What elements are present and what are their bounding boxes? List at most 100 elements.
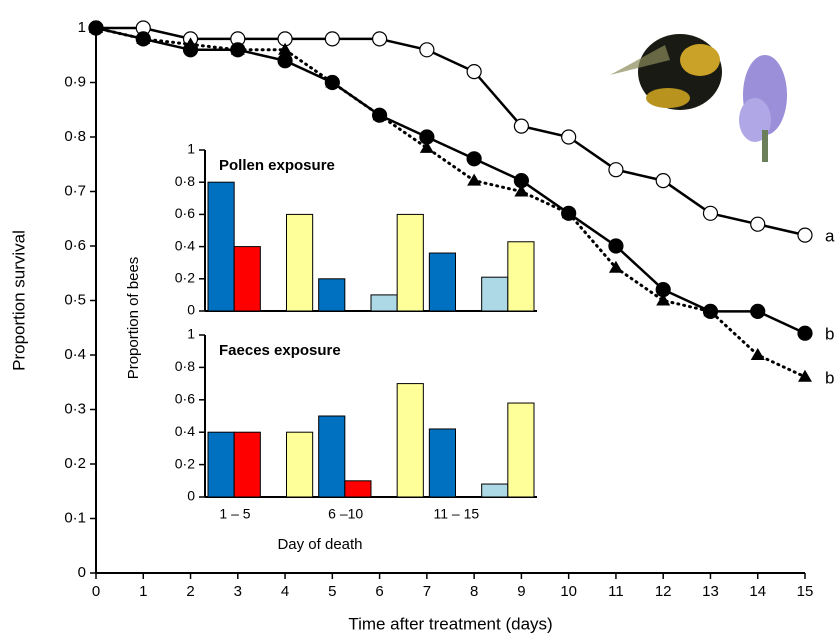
bar xyxy=(318,415,346,498)
marker xyxy=(513,118,530,134)
x-tick-label: 4 xyxy=(281,583,289,600)
series-end-label: a xyxy=(825,227,835,246)
x-tick-label: 2 xyxy=(186,583,194,600)
marker xyxy=(372,31,388,47)
marker xyxy=(419,42,435,58)
marker xyxy=(656,293,671,306)
marker xyxy=(89,21,103,33)
x-axis-label: Time after treatment (days) xyxy=(348,614,552,633)
bar xyxy=(233,431,261,498)
x-tick-label: 1 – 5 xyxy=(219,506,250,522)
x-tick-label: 6 –10 xyxy=(328,506,363,522)
y-tick-label: 0·8 xyxy=(175,358,195,374)
marker xyxy=(750,348,765,360)
y-tick-label: 0·7 xyxy=(64,182,86,199)
x-tick-label: 0 xyxy=(92,583,100,600)
y-tick-label: 0·8 xyxy=(64,128,86,145)
bar xyxy=(428,428,457,498)
marker xyxy=(467,173,482,186)
series-line xyxy=(94,26,807,379)
marker xyxy=(608,238,624,254)
x-tick-label: 11 – 15 xyxy=(433,506,479,522)
marker xyxy=(561,129,577,145)
y-tick-label: 0·9 xyxy=(64,73,86,90)
y-tick-label: 0·4 xyxy=(64,346,86,363)
y-tick-label: 0·2 xyxy=(175,270,195,286)
series-end-label: b xyxy=(825,368,834,387)
marker xyxy=(750,216,766,232)
y-tick-label: 0·6 xyxy=(64,237,86,254)
x-tick-label: 1 xyxy=(139,583,147,600)
bee-photo xyxy=(610,34,787,162)
x-tick-label: 12 xyxy=(655,583,672,600)
x-tick-label: 6 xyxy=(375,583,383,600)
marker xyxy=(797,227,813,243)
bar xyxy=(481,276,509,312)
bar xyxy=(233,246,261,312)
marker xyxy=(561,206,576,219)
series-end-label: b xyxy=(825,325,834,344)
marker xyxy=(608,162,624,178)
inset-title: Faeces exposure xyxy=(219,342,341,359)
y-axis-label: Proportion of bees xyxy=(125,257,142,380)
series-line xyxy=(95,26,806,335)
marker xyxy=(608,260,623,273)
bar xyxy=(207,431,235,498)
x-tick-label: 9 xyxy=(517,583,525,600)
y-axis-label: Proportion survival xyxy=(9,230,28,371)
x-tick-label: 14 xyxy=(749,583,766,600)
marker xyxy=(230,42,245,55)
marker xyxy=(325,75,340,88)
y-tick-label: 0·2 xyxy=(64,455,86,472)
bar xyxy=(286,431,314,498)
marker xyxy=(702,205,719,221)
bar xyxy=(428,252,457,312)
y-tick-label: 0·3 xyxy=(64,400,86,417)
x-tick-label: 15 xyxy=(797,583,814,600)
y-tick-label: 0·1 xyxy=(64,509,86,526)
marker xyxy=(466,151,482,167)
marker xyxy=(324,31,340,47)
x-tick-label: 13 xyxy=(702,583,719,600)
x-tick-label: 7 xyxy=(423,583,431,600)
marker xyxy=(466,63,482,80)
x-tick-label: 10 xyxy=(560,583,577,600)
marker xyxy=(372,108,387,121)
marker xyxy=(136,31,151,44)
marker xyxy=(419,140,434,153)
marker xyxy=(798,369,812,382)
bar xyxy=(344,480,372,498)
marker xyxy=(655,173,671,189)
marker xyxy=(797,325,813,341)
marker xyxy=(703,304,718,317)
marker xyxy=(183,37,198,50)
y-tick-label: 0·2 xyxy=(175,455,195,471)
bar xyxy=(396,383,424,498)
x-axis-label: Day of death xyxy=(277,536,362,553)
inset-title: Pollen exposure xyxy=(219,157,335,174)
y-tick-label: 0 xyxy=(187,488,195,504)
x-tick-label: 5 xyxy=(328,583,336,600)
bar xyxy=(370,294,398,312)
bar xyxy=(286,213,314,312)
y-tick-label: 0·8 xyxy=(175,173,195,189)
y-tick-label: 0·4 xyxy=(175,237,195,253)
y-tick-label: 0 xyxy=(187,302,195,318)
x-tick-label: 11 xyxy=(608,583,624,600)
marker xyxy=(277,53,293,69)
marker xyxy=(278,42,293,55)
y-tick-label: 1 xyxy=(78,19,86,36)
y-tick-label: 1 xyxy=(187,141,195,157)
marker xyxy=(750,303,766,319)
y-tick-label: 0·6 xyxy=(175,391,195,407)
bar xyxy=(507,402,535,498)
x-tick-label: 3 xyxy=(234,583,242,600)
series-line xyxy=(96,26,806,237)
y-tick-label: 0·6 xyxy=(175,205,195,221)
marker xyxy=(514,184,529,197)
y-tick-label: 0·4 xyxy=(175,423,195,439)
y-tick-label: 1 xyxy=(187,326,195,342)
bar xyxy=(318,278,346,312)
